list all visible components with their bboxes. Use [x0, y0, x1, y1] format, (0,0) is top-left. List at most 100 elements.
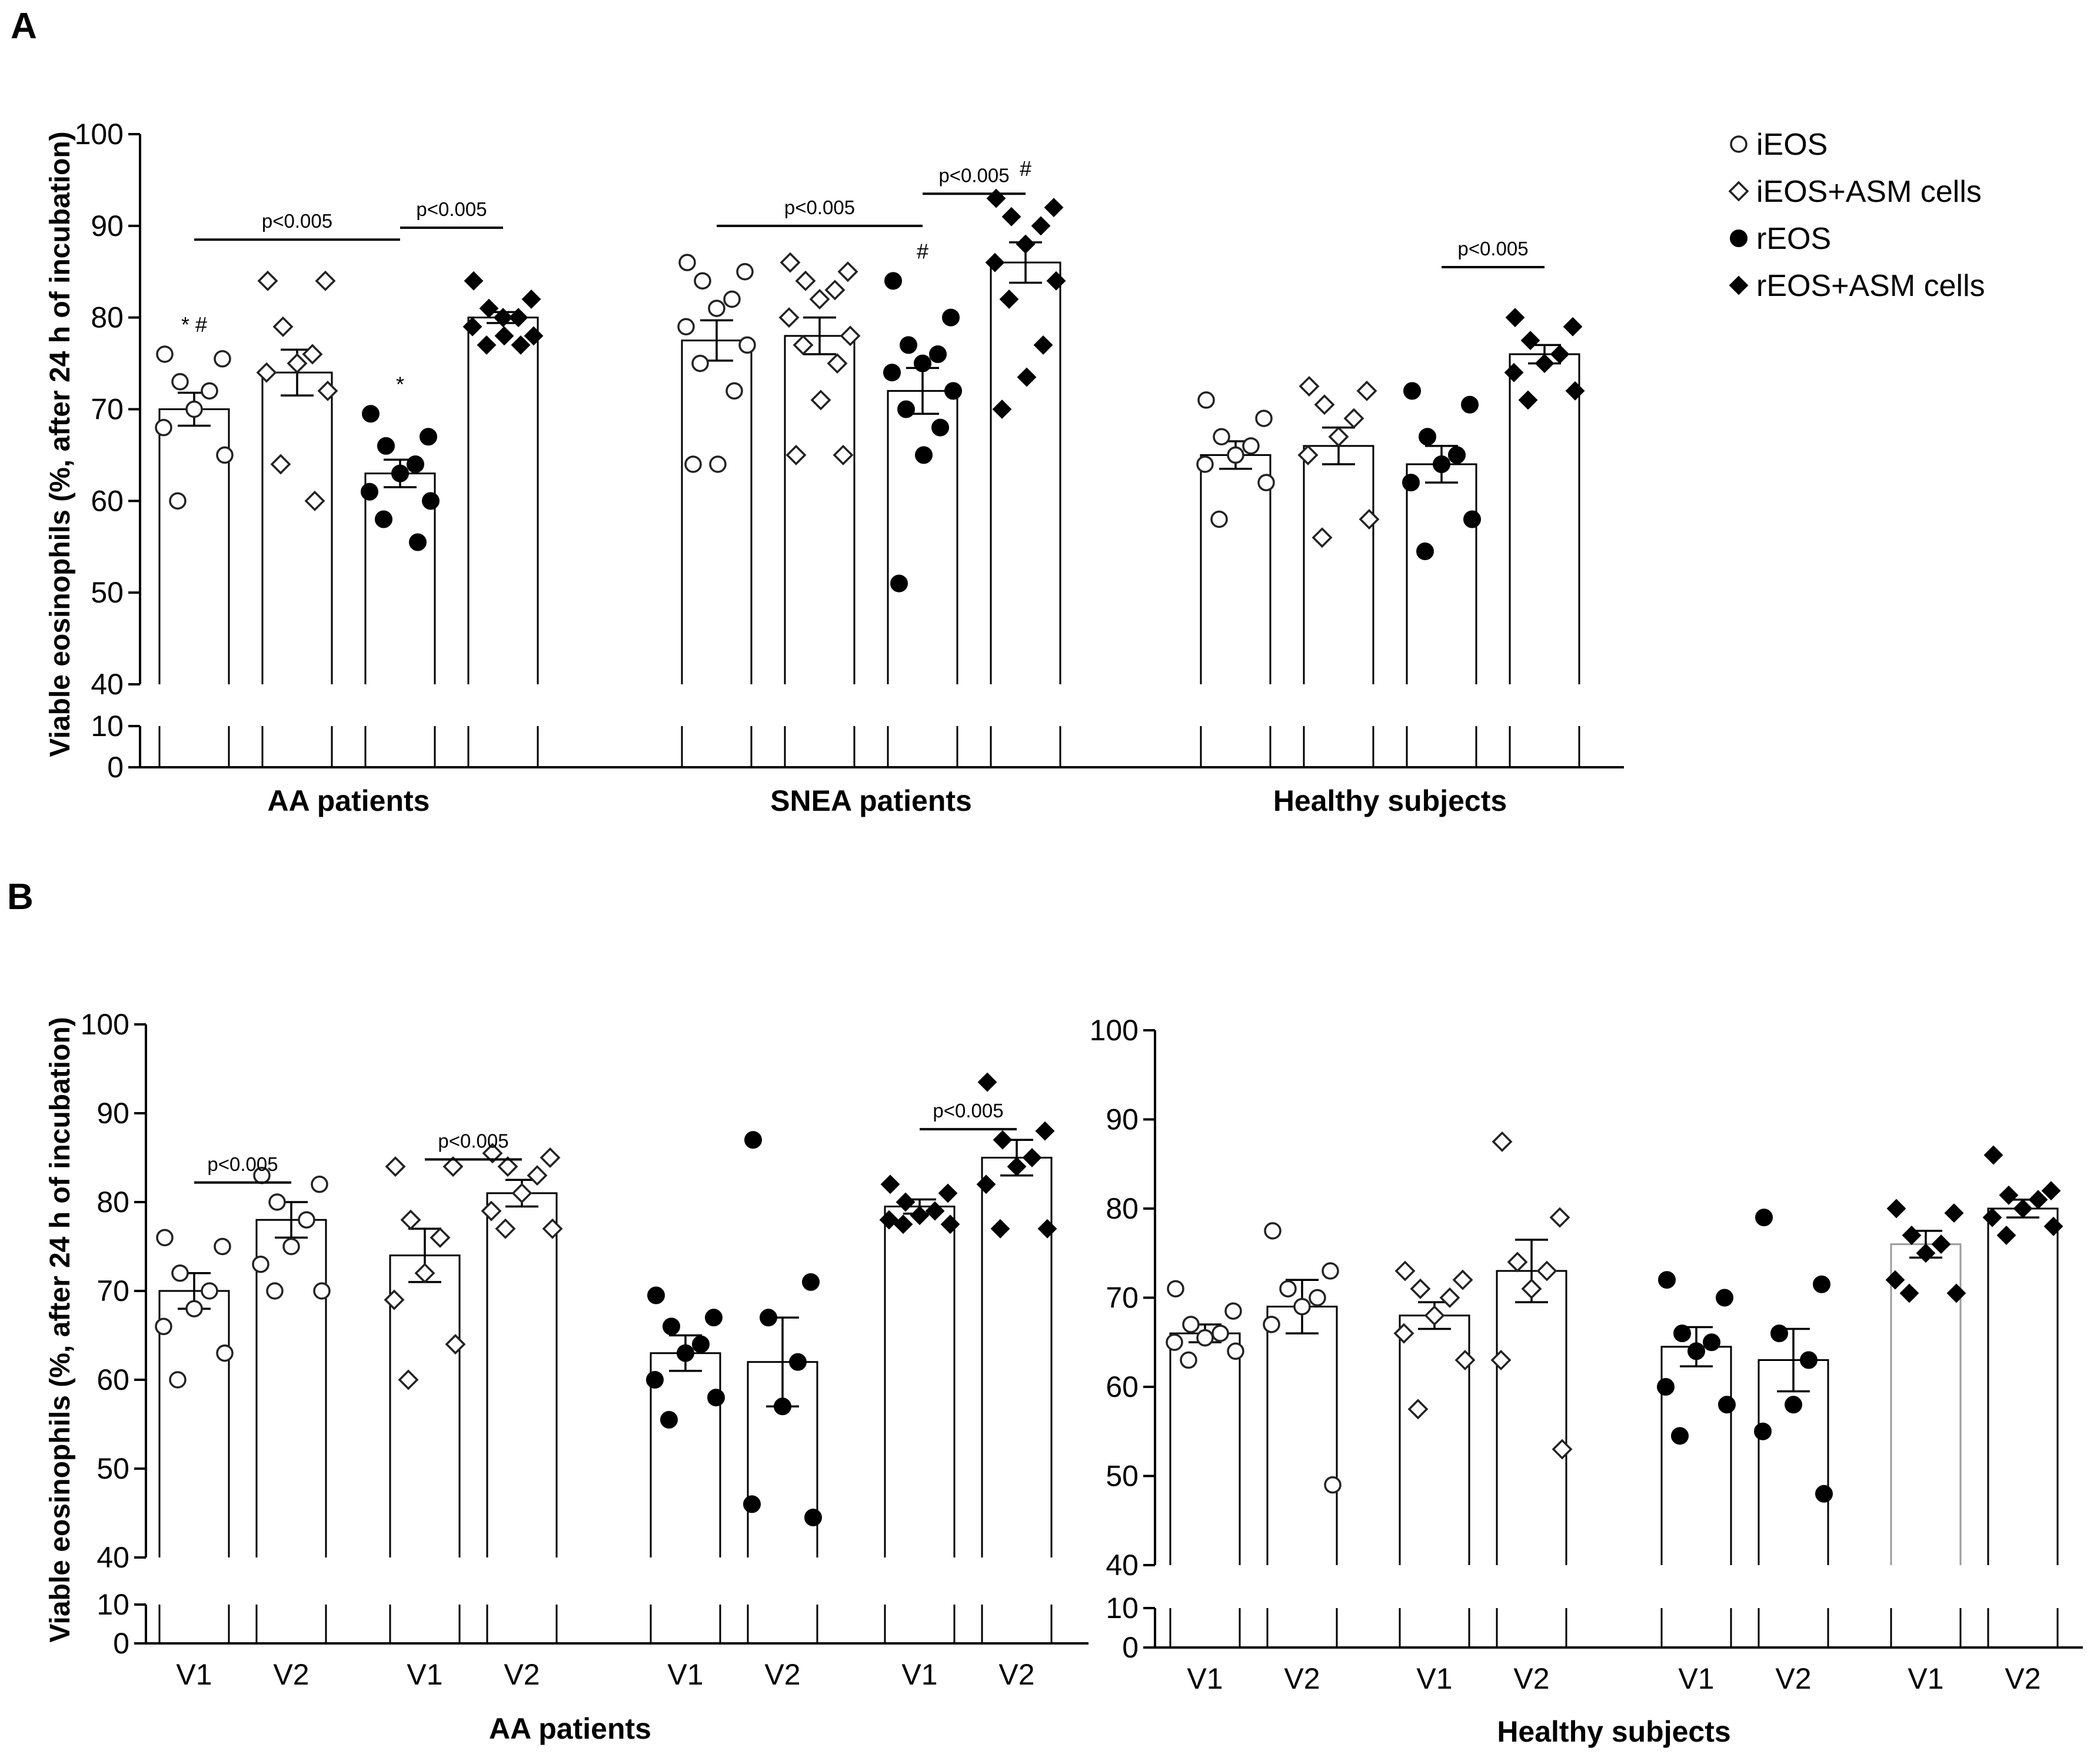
data-point-ieos-v2 — [313, 1282, 331, 1300]
data-point-snea-patients-reos-asm-cells — [985, 252, 1005, 272]
data-point-reos-asm-cells-v1 — [896, 1192, 916, 1212]
data-point-reos-asm-cells-v1 — [910, 1206, 930, 1226]
data-point-aa-patients-ieos — [171, 373, 189, 391]
data-point-ieos-v2 — [1279, 1280, 1297, 1298]
x-tick-label-v1: V1 — [901, 1658, 937, 1691]
legend-label-reos-asm-cells: rEOS+ASM cells — [1756, 269, 1985, 303]
data-point-snea-patients-reos — [931, 418, 949, 437]
data-point-ieos-asm-cells-v2 — [1490, 1350, 1512, 1371]
y-tick-label-10: 10 — [96, 1588, 129, 1621]
data-point-healthy-subjects-reos — [1402, 474, 1420, 492]
diamond-open-icon — [1728, 181, 1749, 202]
data-point-ieos-asm-cells-v1 — [1394, 1260, 1416, 1282]
data-point-reos-asm-cells-v2 — [977, 1072, 997, 1092]
data-point-healthy-subjects-reos — [1403, 382, 1421, 400]
data-point-ieos-asm-cells-v2 — [511, 1183, 532, 1204]
data-point-snea-patients-ieos — [709, 455, 727, 473]
data-point-ieos-asm-cells-v1 — [1393, 1323, 1414, 1344]
data-point-aa-patients-reos — [391, 464, 409, 482]
data-point-ieos-asm-cells-v2 — [482, 1143, 503, 1164]
group-label-aa-patients: AA patients — [489, 1712, 651, 1745]
data-point-reos-v1 — [660, 1410, 678, 1429]
data-point-aa-patients-reos-asm-cells — [493, 308, 513, 328]
data-point-healthy-subjects-reos-asm-cells — [1535, 354, 1555, 373]
data-point-reos-asm-cells-v2 — [1996, 1226, 2016, 1245]
data-point-reos-v1 — [1673, 1324, 1691, 1343]
data-point-snea-patients-reos — [914, 354, 931, 372]
legend-label-ieos: iEOS — [1756, 128, 1828, 162]
data-point-ieos-v2 — [1322, 1262, 1339, 1280]
y-tick-label-60: 60 — [96, 1363, 129, 1396]
data-point-ieos-v2 — [1309, 1289, 1326, 1307]
data-point-reos-asm-cells-v2 — [1982, 1207, 2002, 1227]
panel-a-y-axis-label: Viable eosinophils (%, after 24 h of inc… — [45, 131, 76, 757]
data-point-snea-patients-ieos-asm-cells — [780, 252, 801, 273]
data-point-healthy-subjects-ieos — [1213, 428, 1230, 445]
data-point-snea-patients-reos-asm-cells — [1046, 271, 1066, 291]
comparison-p-value: p<0.005 — [784, 197, 855, 218]
data-point-reos-asm-cells-v1 — [879, 1210, 899, 1230]
y-tick-label-0: 0 — [1122, 1631, 1139, 1664]
comparison-p-value: p<0.005 — [933, 1100, 1003, 1121]
data-point-reos-asm-cells-v2 — [1007, 1157, 1027, 1177]
data-point-aa-patients-ieos-asm-cells — [302, 344, 323, 365]
data-point-reos-asm-cells-v1 — [925, 1201, 945, 1221]
data-point-ieos-v2 — [1264, 1222, 1282, 1240]
y-tick-label-50: 50 — [91, 576, 124, 609]
data-point-snea-patients-reos — [890, 574, 908, 593]
y-tick-label-80: 80 — [91, 301, 124, 334]
data-point-reos-asm-cells-v2 — [1983, 1145, 2003, 1165]
data-point-healthy-subjects-reos — [1461, 395, 1479, 414]
bar-ieos-v1 — [1169, 1332, 1241, 1565]
data-point-snea-patients-ieos — [725, 382, 743, 400]
bar-reos-v1 — [1660, 1346, 1732, 1565]
data-point-ieos-asm-cells-v1 — [400, 1209, 421, 1230]
bar-snea-patients-reos-asm-cells — [990, 261, 1061, 684]
data-point-ieos-asm-cells-v1 — [1410, 1278, 1431, 1299]
data-point-snea-patients-ieos-asm-cells — [837, 261, 858, 282]
data-point-aa-patients-ieos — [156, 345, 174, 363]
data-point-healthy-subjects-ieos — [1227, 446, 1244, 464]
data-point-healthy-subjects-ieos-asm-cells — [1328, 426, 1349, 447]
x-tick-label-v2: V2 — [273, 1658, 309, 1691]
data-point-ieos-v1 — [1196, 1329, 1214, 1347]
y-tick-label-100: 100 — [81, 1008, 129, 1041]
circle-filled-icon — [1730, 229, 1748, 247]
data-point-ieos-asm-cells-v2 — [1552, 1439, 1573, 1460]
data-point-reos-v1 — [677, 1344, 694, 1362]
data-point-ieos-asm-cells-v1 — [1452, 1269, 1473, 1290]
data-point-ieos-v1 — [1182, 1316, 1200, 1333]
x-tick-label-v2: V2 — [2005, 1662, 2041, 1695]
significance-annotation-snea-patients-reos: # — [917, 239, 928, 263]
data-point-reos-asm-cells-v1 — [938, 1183, 958, 1203]
data-point-ieos-asm-cells-v2 — [1521, 1278, 1542, 1299]
data-point-ieos-asm-cells-v1 — [1424, 1305, 1445, 1326]
data-point-reos-v1 — [1657, 1378, 1675, 1396]
data-point-snea-patients-reos-asm-cells — [986, 188, 1006, 208]
data-point-snea-patients-reos — [884, 272, 902, 290]
y-tick-label-60: 60 — [91, 484, 124, 517]
data-point-ieos-asm-cells-v1 — [445, 1334, 466, 1355]
data-point-healthy-subjects-reos-asm-cells — [1565, 381, 1585, 401]
y-tick-label-90: 90 — [96, 1097, 129, 1130]
data-point-ieos-v1 — [171, 1264, 189, 1282]
y-tick-label-50: 50 — [1106, 1460, 1139, 1493]
data-point-snea-patients-reos-asm-cells — [1044, 198, 1064, 218]
data-point-ieos-asm-cells-v2 — [481, 1200, 502, 1222]
data-point-aa-patients-reos-asm-cells — [464, 271, 484, 291]
panel-b-letter: B — [7, 877, 34, 917]
y-tick-label-0: 0 — [113, 1627, 129, 1660]
data-point-reos-asm-cells-v1 — [893, 1214, 913, 1234]
x-tick-label-v2: V2 — [1284, 1662, 1320, 1695]
group-label-healthy-subjects: Healthy subjects — [1497, 1715, 1730, 1748]
data-point-ieos-v2 — [311, 1176, 328, 1193]
data-point-ieos-v2 — [268, 1193, 286, 1211]
data-point-snea-patients-ieos-asm-cells — [824, 279, 846, 301]
comparison-p-value: p<0.005 — [1457, 238, 1528, 259]
data-point-reos-v2 — [1815, 1485, 1833, 1503]
data-point-reos-v2 — [744, 1131, 762, 1149]
x-tick-label-v1: V1 — [1678, 1662, 1714, 1695]
data-point-snea-patients-ieos — [677, 318, 695, 335]
x-tick-label-v1: V1 — [1908, 1662, 1943, 1695]
